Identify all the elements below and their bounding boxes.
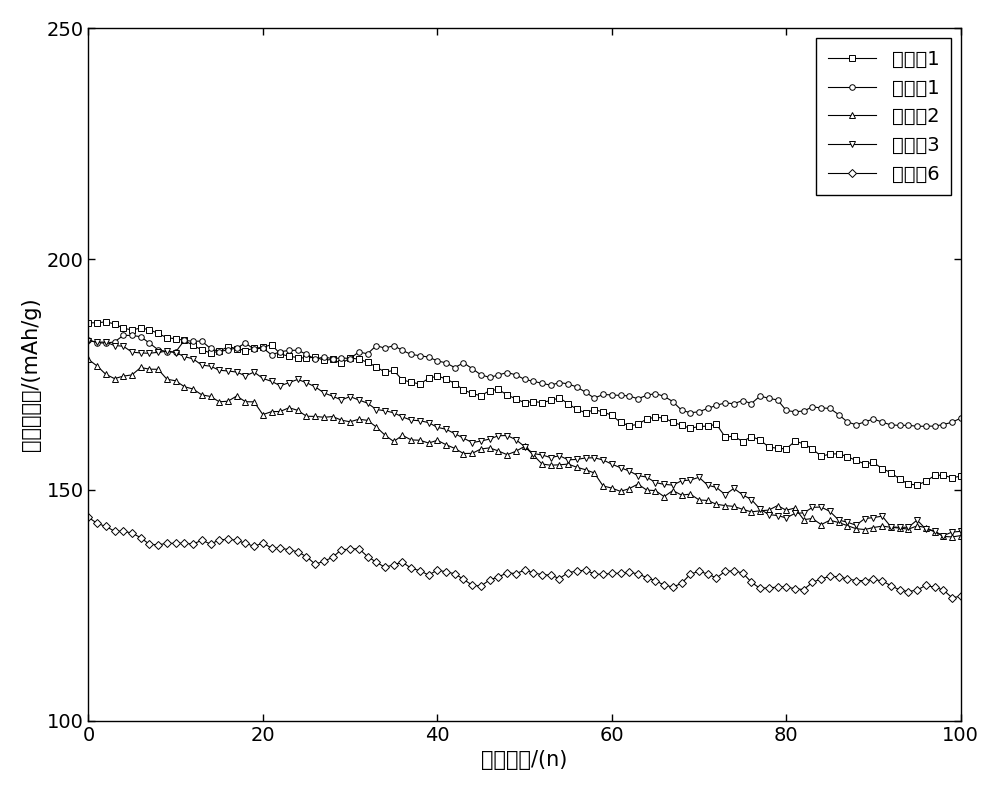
对比例1	[615, 418, 627, 427]
实施例1	[745, 399, 757, 408]
对比例1	[309, 352, 321, 361]
Y-axis label: 放电比容量/(mAh/g): 放电比容量/(mAh/g)	[21, 297, 41, 452]
实施例6	[82, 513, 94, 522]
实施例3	[693, 472, 705, 482]
Line: 实施例2: 实施例2	[86, 357, 964, 539]
实施例3	[82, 336, 94, 346]
实施例1	[309, 354, 321, 364]
实施例2	[143, 365, 155, 374]
X-axis label: 循环次数/(n): 循环次数/(n)	[481, 750, 568, 770]
Line: 对比例1: 对比例1	[86, 319, 964, 488]
实施例3	[955, 527, 967, 536]
对比例1	[745, 432, 757, 441]
实施例2	[946, 532, 958, 542]
实施例1	[152, 345, 164, 354]
对比例1	[702, 422, 714, 431]
对比例1	[82, 318, 94, 327]
对比例1	[152, 329, 164, 339]
实施例2	[737, 505, 749, 514]
Line: 实施例6: 实施例6	[86, 514, 964, 600]
实施例6	[737, 568, 749, 577]
实施例2	[300, 411, 312, 421]
实施例2	[955, 531, 967, 540]
实施例6	[693, 566, 705, 576]
实施例3	[143, 349, 155, 358]
实施例2	[693, 495, 705, 505]
实施例1	[126, 331, 138, 340]
对比例1	[100, 317, 112, 327]
实施例6	[300, 552, 312, 562]
实施例2	[606, 483, 618, 493]
实施例1	[82, 335, 94, 344]
Line: 实施例3: 实施例3	[86, 338, 964, 539]
实施例3	[737, 490, 749, 500]
实施例3	[484, 434, 496, 444]
实施例2	[82, 354, 94, 364]
对比例1	[955, 471, 967, 481]
实施例6	[484, 575, 496, 585]
对比例1	[492, 384, 504, 394]
实施例3	[300, 378, 312, 388]
实施例1	[702, 403, 714, 413]
实施例1	[911, 422, 923, 431]
实施例6	[606, 569, 618, 578]
实施例1	[492, 370, 504, 380]
Legend: 对比例1, 实施例1, 实施例2, 实施例3, 实施例6: 对比例1, 实施例1, 实施例2, 实施例3, 实施例6	[816, 38, 951, 195]
实施例1	[615, 391, 627, 400]
Line: 实施例1: 实施例1	[86, 333, 964, 429]
实施例3	[937, 531, 949, 540]
对比例1	[911, 480, 923, 490]
实施例1	[955, 414, 967, 423]
实施例3	[606, 460, 618, 469]
实施例6	[955, 592, 967, 601]
实施例6	[143, 539, 155, 549]
实施例2	[484, 443, 496, 452]
实施例6	[946, 593, 958, 603]
